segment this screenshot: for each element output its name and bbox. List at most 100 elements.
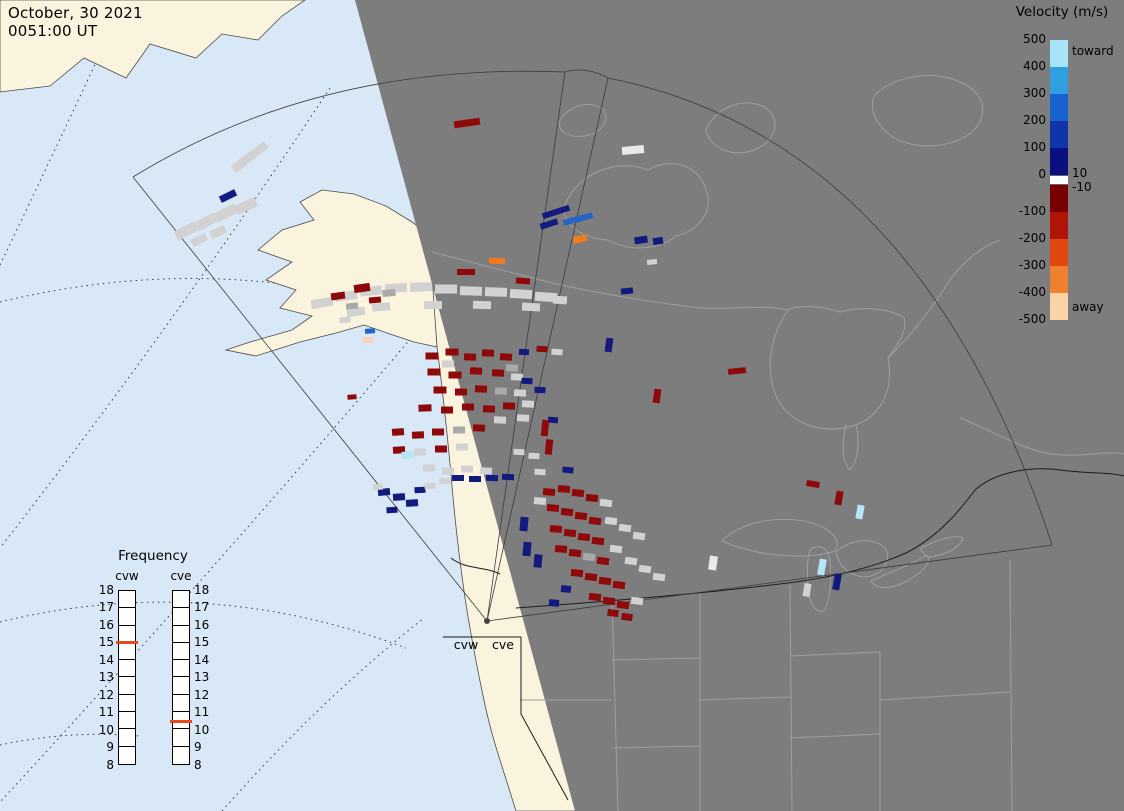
velocity-cell [582,552,596,562]
velocity-cell [453,117,481,129]
velocity-tick-label: -200 [1018,231,1046,245]
velocity-cell [562,212,594,226]
velocity-cell [409,282,433,292]
velocity-cell [585,493,599,503]
frequency-tick-label: 9 [106,740,114,754]
night-terminator-shadow [355,0,1124,811]
velocity-cell [620,287,634,295]
velocity-cell [806,479,820,489]
velocity-cell [652,572,666,582]
velocity-cell [413,448,427,456]
velocity-cell [516,414,530,422]
date-label: October, 30 2021 [8,4,143,22]
velocity-cell [554,544,568,554]
velocity-colorbar-segment [1050,67,1068,94]
velocity-cell [401,451,415,459]
velocity-colorbar-segment [1050,148,1068,175]
frequency-ladder-cell [173,677,189,695]
frequency-legend-title: Frequency [118,548,188,564]
velocity-cell [596,556,610,566]
velocity-cell [547,416,559,424]
frequency-ladder-cell [119,591,135,609]
frequency-ladder-cell [173,747,189,764]
velocity-colorbar-segment [1050,212,1068,239]
frequency-tick-label: 13 [194,670,210,684]
velocity-cell [560,585,572,593]
frequency-ladder-cell [119,729,135,747]
velocity-cell [727,367,747,375]
frequency-tick-label: 8 [106,757,114,772]
velocity-cell [347,394,357,400]
frequency-ladder-cell [119,660,135,678]
frequency-radar-name: cvw [115,569,139,583]
velocity-cell [448,371,462,379]
velocity-cell [502,402,516,410]
frequency-tick-label: 15 [98,635,114,649]
frequency-tick-label: 10 [194,722,210,737]
velocity-cell [346,306,366,318]
velocity-cell [546,503,560,513]
velocity-cell [638,564,652,574]
velocity-tick-label: 500 [1023,32,1046,46]
velocity-cell [433,386,447,394]
velocity-toward-label: toward [1072,44,1114,58]
velocity-cell [372,483,384,491]
velocity-cell [405,499,419,507]
velocity-cell [435,445,447,453]
frequency-ladder-cve [172,590,190,765]
velocity-tick-label: -300 [1018,258,1046,272]
frequency-tick-label: 11 [194,705,210,719]
velocity-cell [230,151,256,173]
velocity-cell [630,596,644,606]
velocity-cell [411,431,425,439]
velocity-cell [548,599,560,607]
velocity-cell [518,348,530,356]
velocity-cell [513,389,527,397]
velocity-cell [461,465,473,473]
velocity-cell [213,203,239,223]
velocity-cell [442,467,454,475]
velocity-cell [560,507,574,517]
velocity-cell [621,612,633,622]
velocity-cell [371,302,391,312]
frequency-tick-label: 13 [98,670,114,684]
velocity-tick-label: -100 [1018,204,1046,218]
velocity-cell [521,302,541,312]
velocity-cell [474,385,488,393]
velocity-cell [802,583,812,597]
velocity-cell [534,386,546,394]
velocity-cell [424,482,436,490]
velocity-cell [386,506,398,514]
velocity-cell [382,288,396,298]
velocity-cell [539,218,559,230]
velocity-cell [521,377,533,385]
frequency-ladder-cell [119,643,135,661]
velocity-cell [604,516,618,526]
velocity-colorbar-segment [1050,121,1068,148]
velocity-tick-label: 0 [1038,167,1046,181]
velocity-cell [445,348,459,356]
frequency-ladder-cell [173,643,189,661]
velocity-cell [588,516,602,526]
velocity-cell [193,212,219,232]
velocity-cell [452,475,464,481]
land-alaska [224,189,438,357]
frequency-ladder-cell [119,608,135,626]
velocity-tick-label: 300 [1023,86,1046,100]
velocity-cell [652,388,662,404]
velocity-cell [544,439,554,455]
velocity-cell [549,524,563,534]
velocity-cell [481,349,495,357]
frequency-ladder-cell [119,747,135,764]
time-label: 0051:00 UT [8,22,98,40]
frequency-tick-label: 18 [98,582,114,597]
velocity-cell [459,286,483,296]
velocity-cell [834,490,844,506]
velocity-cell [469,476,481,482]
velocity-cell [540,419,550,437]
velocity-cell [616,600,630,610]
velocity-cell [457,269,475,275]
velocity-cell [522,541,532,557]
